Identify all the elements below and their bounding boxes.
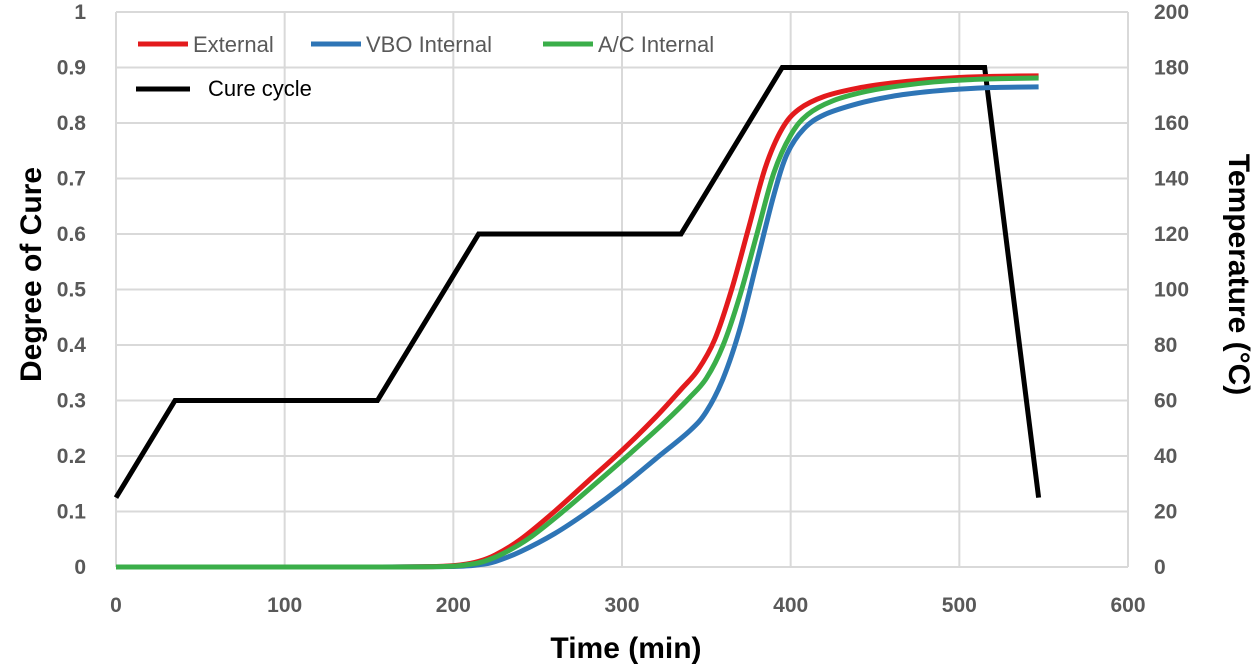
- x-tick-label: 100: [267, 594, 302, 617]
- y2-tick-label: 0: [1154, 556, 1166, 579]
- grid-layer: [115, 11, 1129, 568]
- y2-tick-label: 140: [1154, 168, 1189, 191]
- series-layer: [113, 65, 1042, 570]
- x-axis-title: Time (min): [550, 632, 701, 665]
- series-line-external: [116, 73, 1039, 570]
- y2-tick-label: 120: [1154, 223, 1189, 246]
- series-line-vbo-internal: [116, 84, 1039, 570]
- x-tick-label: 200: [436, 594, 471, 617]
- y2-tick-label: 40: [1154, 445, 1177, 468]
- y2-tick-label: 20: [1154, 501, 1177, 524]
- y-tick-label: 0.6: [57, 223, 86, 246]
- y2-tick-label: 200: [1154, 1, 1189, 24]
- y-tick-label: 0.7: [57, 168, 86, 191]
- y-tick-label: 0.3: [57, 390, 86, 413]
- y-tick-label: 1: [74, 1, 86, 24]
- y-tick-label: 0.8: [57, 112, 87, 135]
- x-tick-label: 0: [110, 594, 122, 617]
- y-tick-label: 0.9: [57, 57, 86, 80]
- y-axis-title: Degree of Cure: [15, 167, 48, 382]
- x-tick-label: 500: [942, 594, 977, 617]
- legend-label-vbo-internal: VBO Internal: [366, 32, 492, 57]
- y-tick-label: 0.4: [57, 334, 87, 357]
- y2-axis-title: Temperature (°C): [1222, 154, 1255, 395]
- legend-label-ac-internal: A/C Internal: [598, 32, 714, 57]
- y2-tick-label: 60: [1154, 390, 1177, 413]
- y-tick-label: 0.5: [57, 279, 87, 302]
- y2-tick-label: 180: [1154, 57, 1189, 80]
- y2-tick-label: 160: [1154, 112, 1189, 135]
- series-line-a-c-internal: [116, 75, 1039, 570]
- y2-tick-label: 80: [1154, 334, 1177, 357]
- x-tick-label: 300: [604, 594, 639, 617]
- legend-label-cure-cycle: Cure cycle: [208, 76, 312, 101]
- ticks-layer: 0 0.1 0.2 0.3 0.4 0.5 0.6 0.7 0.8 0.9 1 0 20 40 60 80 10…: [57, 1, 1189, 617]
- x-tick-label: 600: [1110, 594, 1145, 617]
- y-tick-label: 0.1: [57, 501, 87, 524]
- y2-tick-label: 100: [1154, 279, 1189, 302]
- x-tick-label: 400: [773, 594, 808, 617]
- series-line-cure-cycle: [113, 65, 1042, 499]
- legend: External VBO Internal A/C Internal Cure …: [136, 32, 714, 101]
- y-tick-label: 0: [74, 556, 86, 579]
- y-tick-label: 0.2: [57, 445, 86, 468]
- legend-label-external: External: [193, 32, 274, 57]
